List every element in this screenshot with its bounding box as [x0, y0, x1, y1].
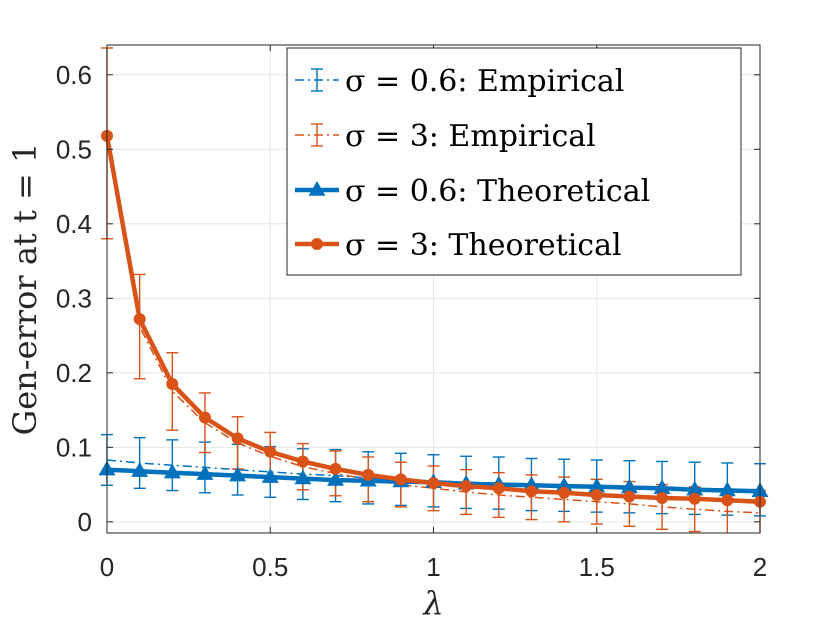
- series-sigma3-theoretical-marker: [329, 462, 342, 475]
- y-tick-label: 0.6: [56, 60, 92, 90]
- series-sigma3-theoretical-marker: [590, 489, 603, 502]
- legend-entry-label: σ = 3: Empirical: [345, 119, 596, 154]
- series-sigma3-theoretical-marker: [427, 477, 440, 490]
- y-tick-label: 0.2: [56, 358, 92, 388]
- y-axis-label: Gen-error at t = 1: [6, 143, 44, 436]
- y-tick-label: 0.4: [56, 209, 92, 239]
- series-sigma3-theoretical-marker: [656, 491, 669, 504]
- series-sigma3-theoretical-marker: [166, 377, 179, 390]
- series-sigma3-theoretical-marker: [623, 490, 636, 503]
- series-sigma3-theoretical-marker: [460, 480, 473, 493]
- y-tick-label: 0.5: [56, 134, 92, 164]
- series-sigma3-theoretical-marker: [264, 445, 277, 458]
- series-sigma06-theoretical-marker: [196, 465, 214, 480]
- series-sigma06-theoretical-marker: [163, 463, 181, 479]
- series-sigma06-theoretical-marker: [327, 471, 345, 486]
- series-sigma3-theoretical-marker: [525, 485, 538, 498]
- x-tick-label: 0: [100, 552, 114, 582]
- series-sigma3-theoretical-marker: [198, 411, 211, 424]
- series-sigma3-theoretical-marker: [296, 455, 309, 468]
- series-sigma3-theoretical-marker: [688, 492, 701, 505]
- series-sigma3-theoretical-marker: [492, 482, 505, 495]
- axis-ticks: 0 0.5 1 1.5 2 0 0.1 0.2 0.3 0.4 0.5 0.6: [56, 45, 767, 582]
- series-sigma3-theoretical-marker: [394, 473, 407, 486]
- series-sigma06-theoretical-marker: [229, 466, 247, 482]
- series-sigma06-theoretical-marker: [294, 469, 312, 485]
- x-tick-label: 1: [426, 552, 440, 582]
- series-sigma3-theoretical-marker: [133, 313, 146, 326]
- y-tick-label: 0.3: [56, 283, 92, 313]
- series-sigma3-theoretical-marker: [362, 468, 375, 481]
- x-tick-label: 0.5: [252, 552, 288, 582]
- series-sigma06-theoretical-marker: [261, 468, 279, 483]
- legend-entry-label: σ = 0.6: Empirical: [345, 64, 624, 99]
- series-layer: [98, 47, 769, 533]
- x-tick-label: 1.5: [579, 552, 615, 582]
- series-sigma3-empirical-line: [106, 143, 761, 514]
- legend-box: [286, 47, 742, 276]
- x-axis-label: λ: [421, 584, 443, 622]
- series-sigma06-theoretical-marker: [131, 462, 149, 477]
- legend: σ = 0.6: Empirical σ = 3: Empirical σ = 0.…: [286, 47, 742, 276]
- y-tick-label: 0: [78, 507, 92, 537]
- legend-swatch-marker: [311, 238, 323, 250]
- series-sigma3-theoretical-marker: [558, 486, 571, 499]
- legend-entry-label: σ = 3: Theoretical: [345, 228, 622, 263]
- x-tick-label: 2: [753, 552, 767, 582]
- legend-entry-label: σ = 0.6: Theoretical: [345, 174, 650, 209]
- series-sigma3-theoretical-marker: [721, 494, 734, 507]
- y-tick-label: 0.1: [56, 432, 92, 462]
- legend-swatch-marker: [308, 180, 326, 196]
- series-sigma3-theoretical-marker: [231, 432, 244, 445]
